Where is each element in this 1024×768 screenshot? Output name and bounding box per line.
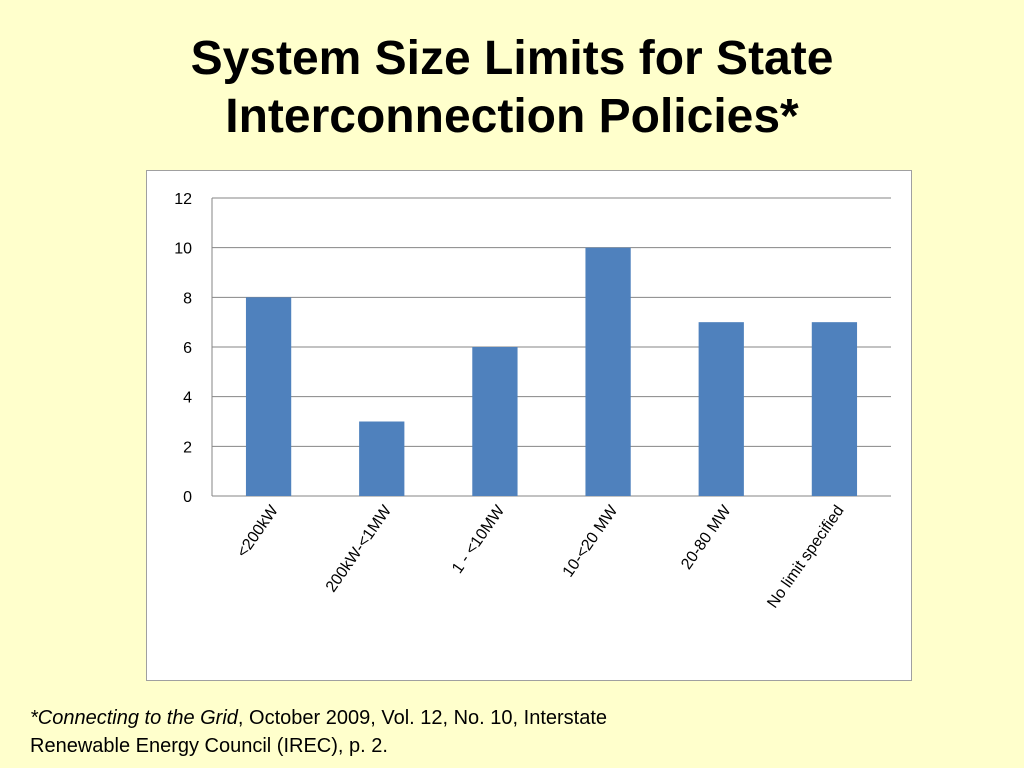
y-tick-label-12: 12 <box>174 191 192 208</box>
y-tick-label-6: 6 <box>183 340 192 357</box>
x-tick-label-6: No limit specified <box>764 503 847 612</box>
y-tick-label-0: 0 <box>183 489 192 506</box>
axes <box>211 198 891 497</box>
bar-1 <box>245 297 292 496</box>
footnote-details-line-1: October 2009, Vol. 12, No. 10, Interstat… <box>243 707 608 729</box>
bar-chart: 0 2 4 6 8 10 12 <200kW 200kW-<1MW 1 - <10MW 10-<2… <box>146 170 912 681</box>
bar-chart-svg: 0 2 4 6 8 10 12 <200kW 200kW-<1MW 1 - <10MW 10-<2… <box>174 191 891 612</box>
footnote-comma: , <box>237 707 244 729</box>
source-footnote: *Connecting to the Grid, October 2009, V… <box>30 704 990 760</box>
x-tick-label-2: 200kW-<1MW <box>323 502 396 596</box>
y-tick-label-8: 8 <box>183 290 192 307</box>
slide-title-line-1: System Size Limits for State <box>190 32 834 85</box>
slide-title-line-2: Interconnection Policies* <box>225 90 799 143</box>
bar-4 <box>585 247 631 496</box>
bar-3 <box>472 347 518 496</box>
x-tick-labels: <200kW 200kW-<1MW 1 - <10MW 10-<20 MW 20-80 … <box>234 502 848 612</box>
gridlines <box>212 197 891 447</box>
x-tick-label-4: 10-<20 MW <box>560 502 622 581</box>
slide-title: System Size Limits for State Interconnec… <box>0 30 1024 146</box>
y-tick-label-4: 4 <box>183 390 192 407</box>
footnote-source-title: *Connecting to the Grid <box>30 707 238 729</box>
x-tick-label-1: <200kW <box>234 502 282 561</box>
footnote-details-line-2: Renewable Energy Council (IREC), p. 2. <box>30 735 388 757</box>
bar-2 <box>359 421 405 496</box>
y-tick-labels: 0 2 4 6 8 10 12 <box>174 191 192 506</box>
bars <box>245 247 858 496</box>
bar-6 <box>811 322 858 496</box>
y-tick-label-10: 10 <box>174 241 192 258</box>
bar-5 <box>698 322 744 496</box>
x-tick-label-3: 1 - <10MW <box>449 502 509 577</box>
y-tick-label-2: 2 <box>183 439 192 456</box>
x-tick-label-5: 20-80 MW <box>678 502 735 573</box>
